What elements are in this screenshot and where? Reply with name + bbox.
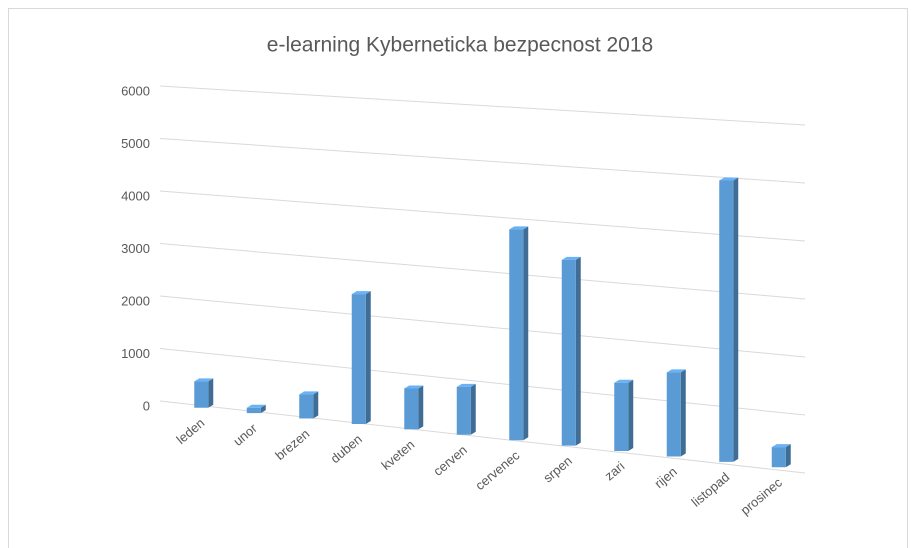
- bar-front: [246, 407, 261, 414]
- bar-top: [351, 291, 371, 295]
- bar-front: [614, 382, 629, 452]
- bar-side: [365, 291, 371, 424]
- bar-side: [260, 404, 266, 414]
- y-tick-label: 3000: [121, 241, 150, 256]
- bar-side: [470, 383, 476, 435]
- y-tick-label: 2000: [121, 293, 150, 308]
- bar-front: [509, 229, 524, 441]
- bar-top: [246, 404, 266, 408]
- grid-line: [159, 348, 806, 416]
- bar: [666, 369, 686, 457]
- bar-side: [785, 444, 791, 468]
- bar-side: [680, 369, 686, 457]
- bar-side: [313, 391, 319, 419]
- bar-top: [719, 177, 739, 181]
- bar-side: [208, 378, 214, 408]
- chart-title: e-learning Kyberneticka bezpecnost 2018: [267, 34, 653, 57]
- chart-frame: [8, 8, 908, 548]
- bar-front: [561, 259, 576, 446]
- bar-front: [771, 447, 786, 468]
- bar-side: [523, 226, 529, 441]
- bar-top: [666, 369, 686, 373]
- bar-front: [719, 180, 734, 462]
- bar-top: [614, 379, 634, 383]
- bar-side: [575, 256, 581, 446]
- bar-top: [509, 226, 529, 230]
- bar: [561, 256, 581, 446]
- bar-side: [733, 177, 739, 462]
- bar: [456, 383, 476, 435]
- bar: [246, 404, 266, 414]
- bar-top: [299, 391, 319, 395]
- y-tick-label: 1000: [121, 346, 150, 361]
- bar-side: [418, 385, 424, 430]
- grid-line: [159, 190, 806, 242]
- bar-front: [299, 394, 314, 419]
- bar-front: [351, 294, 366, 424]
- bar: [194, 378, 214, 408]
- bar-front: [194, 381, 209, 408]
- bar: [351, 291, 371, 424]
- bar: [771, 444, 791, 468]
- bar-top: [194, 378, 214, 382]
- y-tick-label: 0: [143, 398, 150, 413]
- bar-front: [456, 386, 471, 435]
- bar-top: [404, 385, 424, 389]
- grid-line: [159, 85, 806, 126]
- y-tick-label: 6000: [121, 83, 150, 98]
- bar-top: [771, 444, 791, 448]
- bar-side: [628, 379, 634, 452]
- bar: [509, 226, 529, 441]
- bar: [404, 385, 424, 430]
- bar: [719, 177, 739, 462]
- y-tick-label: 5000: [121, 136, 150, 151]
- bar-front: [666, 372, 681, 457]
- bar: [299, 391, 319, 419]
- y-tick-label: 4000: [121, 188, 150, 203]
- grid-line: [159, 138, 806, 184]
- bar-top: [456, 383, 476, 387]
- grid-line: [159, 243, 806, 300]
- grid-line: [159, 400, 806, 474]
- bar: [614, 379, 634, 452]
- bar-top: [561, 256, 581, 260]
- grid-line: [159, 295, 806, 358]
- bar-front: [404, 388, 419, 430]
